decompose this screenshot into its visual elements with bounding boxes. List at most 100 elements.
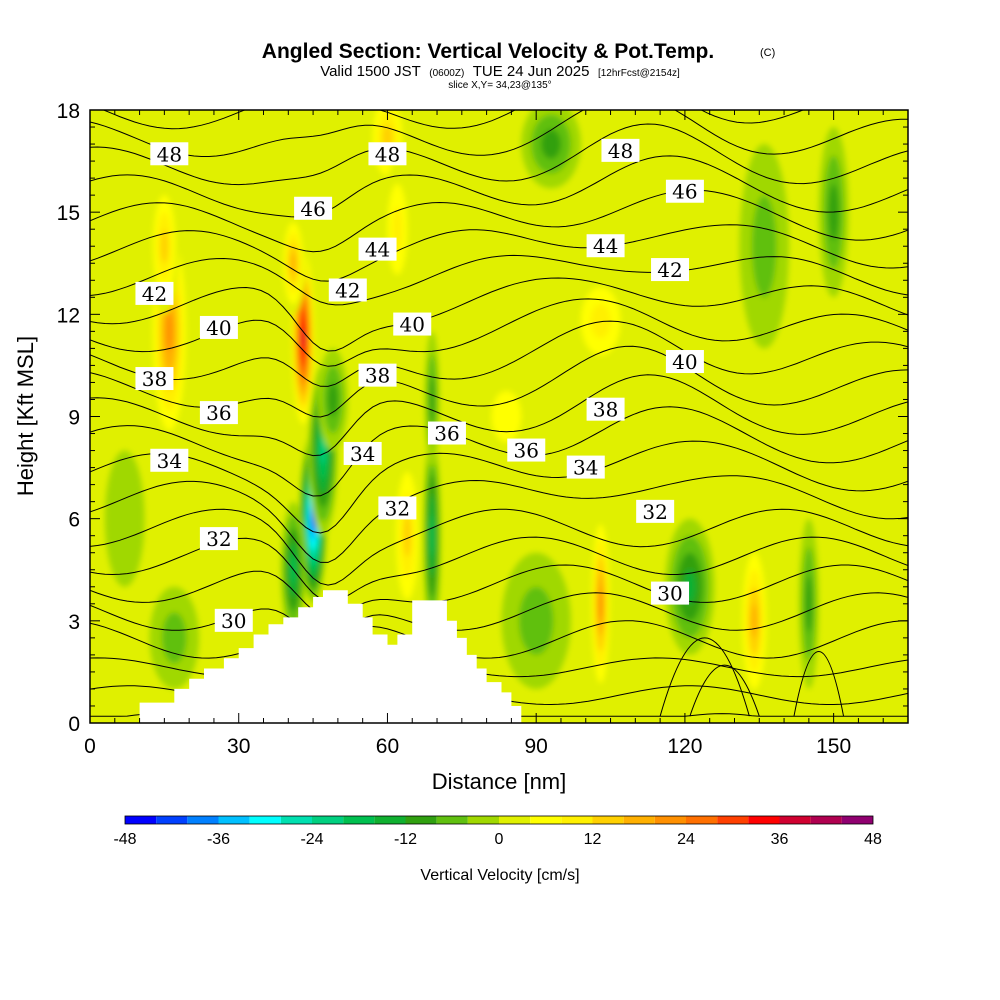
terrain [139, 590, 522, 723]
velocity-cell [739, 535, 770, 706]
contour-label: 34 [566, 455, 605, 480]
contour-label-box [135, 367, 174, 391]
velocity-cell-level [751, 195, 777, 298]
contour-label: 32 [199, 527, 238, 551]
contour-label: 48 [368, 142, 407, 166]
y-tick-label: 3 [68, 611, 80, 634]
contour-label-text: 38 [593, 398, 618, 422]
contour-label: 36 [427, 421, 466, 446]
colorbar-ticks: -48 -36 -24 -12 0 12 24 36 48 [113, 831, 882, 848]
contour-label-text: 44 [365, 238, 390, 262]
contour-label-text: 30 [221, 609, 246, 633]
contour-label-text: 40 [206, 316, 231, 340]
contour-label: 42 [328, 278, 367, 302]
contour-label-box [368, 142, 407, 166]
contour-label-text: 48 [157, 142, 182, 166]
contour-label-text: 30 [657, 582, 682, 606]
contour-label-text: 38 [142, 367, 167, 391]
contour-label-text: 46 [300, 197, 325, 221]
y-tick-label: 6 [68, 509, 80, 532]
contour-label: 38 [586, 397, 625, 422]
contour-label: 42 [135, 281, 174, 306]
contour-label: 46 [294, 196, 333, 221]
velocity-cell-level [320, 436, 326, 465]
contour-label-box [328, 278, 367, 302]
colorbar-tick-label: 0 [495, 831, 504, 848]
valid-prefix: Valid 1500 JST [320, 63, 421, 80]
valid-line: Valid 1500 JST (0600Z) TUE 24 Jun 2025 [… [320, 63, 680, 80]
velocity-cell-level [327, 382, 338, 417]
velocity-cell [423, 433, 441, 638]
colorbar-swatch [748, 816, 780, 824]
contour-label: 42 [651, 258, 690, 282]
contour-label-text: 44 [593, 234, 618, 258]
contour-label-box [651, 581, 690, 605]
colorbar-swatch [312, 816, 344, 824]
theta-contour [689, 664, 760, 717]
contour-label: 30 [651, 581, 690, 606]
theta-contour [90, 406, 908, 497]
contour-label-box [665, 179, 704, 203]
velocity-cell-level [160, 229, 169, 264]
theta-contour [90, 374, 908, 457]
velocity-cell [501, 552, 571, 689]
contour-label: 40 [665, 350, 704, 374]
colorbar-swatch [686, 816, 718, 824]
velocity-cell-level [518, 586, 554, 655]
valid-date: TUE 24 Jun 2025 [473, 63, 590, 80]
velocity-cell-level [161, 612, 187, 664]
velocity-cell [149, 178, 180, 315]
colorbar-tick-label: 48 [864, 831, 882, 848]
theta-contour [90, 123, 908, 186]
theta-contour [90, 155, 908, 218]
contour-label-text: 46 [672, 180, 697, 204]
y-tick-label: 15 [57, 202, 80, 225]
contour-label-box [507, 438, 546, 462]
contour-label-box [199, 401, 238, 425]
x-tick-label: 150 [816, 735, 851, 758]
colorbar-swatch [841, 816, 873, 824]
theta-contour [90, 564, 908, 618]
theta-contour [90, 110, 908, 157]
theta-contour [90, 277, 908, 352]
colorbar-swatch [343, 816, 375, 824]
contour-label-box [665, 350, 704, 374]
contour-label: 44 [358, 237, 397, 262]
theta-contour [659, 637, 750, 717]
colorbar-swatch [280, 816, 312, 824]
contour-label-box [566, 455, 605, 479]
chart-title: Angled Section: Vertical Velocity & Pot.… [262, 40, 714, 63]
velocity-cell [739, 144, 790, 349]
contour-label-box [586, 234, 625, 258]
theta-contour [90, 440, 908, 534]
x-tick-label: 60 [376, 735, 399, 758]
contour-label-text: 34 [573, 456, 598, 480]
contour-label-text: 48 [608, 139, 633, 163]
colorbar-swatch [467, 816, 499, 824]
contour-label-text: 34 [157, 449, 182, 473]
theta-contour [90, 320, 908, 387]
contour-label-text: 34 [350, 442, 375, 466]
contour-label-box [586, 397, 625, 421]
colorbar-swatch [530, 816, 562, 824]
contour-label-text: 42 [142, 282, 167, 306]
velocity-cell-level [104, 450, 145, 587]
contour-label-text: 42 [335, 278, 360, 302]
contour-label: 48 [150, 142, 189, 166]
y-tick-label: 9 [68, 407, 80, 430]
theta-contour [90, 508, 908, 586]
colorbar-tick-label: -36 [207, 831, 230, 848]
theta-contour [90, 254, 908, 306]
velocity-cell-level [166, 311, 173, 352]
colorbar-swatch [717, 816, 749, 824]
velocity-cell [798, 518, 819, 689]
contour-label-box [358, 363, 397, 387]
contour-label-box [651, 258, 690, 282]
velocity-cell [318, 348, 348, 451]
contour-label: 34 [343, 441, 382, 466]
colorbar-swatch [810, 816, 842, 824]
forecast-info: [12hrFcst@2154z] [598, 68, 680, 79]
